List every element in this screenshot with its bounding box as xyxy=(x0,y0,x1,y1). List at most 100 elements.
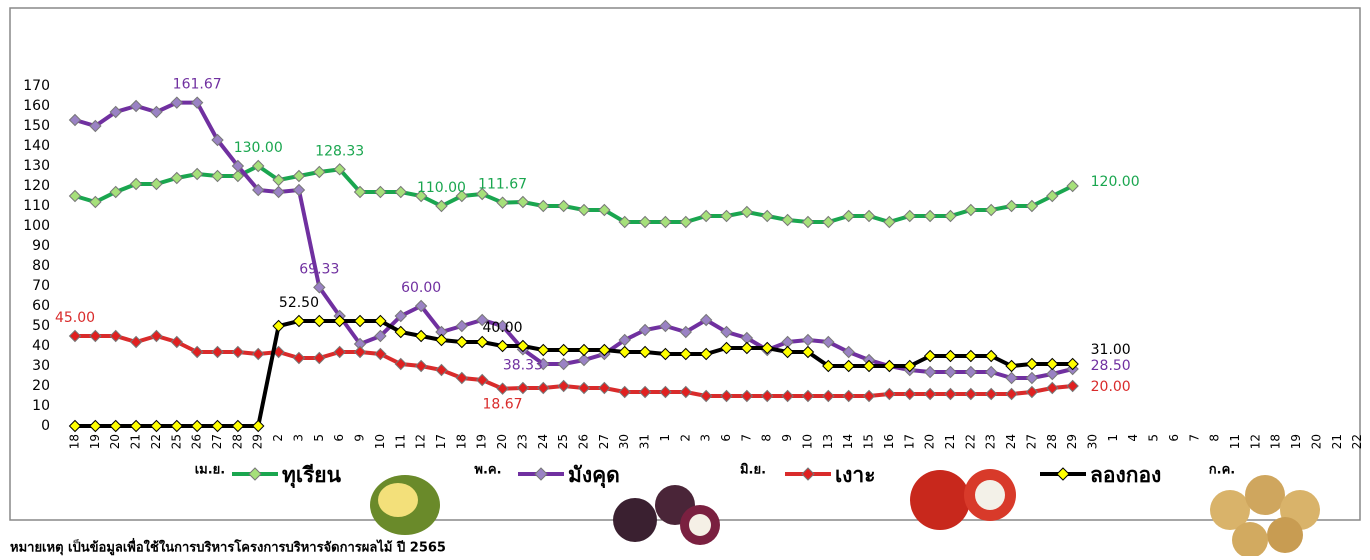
data-point xyxy=(984,203,998,217)
data-point xyxy=(923,209,937,223)
value-label: 120.00 xyxy=(1091,174,1140,190)
data-point xyxy=(883,359,896,373)
data-point xyxy=(292,314,306,328)
x-tick-label: 21 xyxy=(943,434,957,449)
data-point xyxy=(89,119,102,133)
data-point xyxy=(699,347,713,361)
data-point xyxy=(374,347,387,361)
data-point xyxy=(455,189,469,203)
x-tick-label: 22 xyxy=(963,434,977,449)
value-label: 31.00 xyxy=(1091,342,1131,358)
data-point xyxy=(1005,371,1018,385)
data-point xyxy=(537,343,550,357)
y-tick-label: 70 xyxy=(32,278,50,294)
data-point xyxy=(577,353,591,367)
x-tick-label: 5 xyxy=(1147,434,1161,442)
data-point xyxy=(292,351,306,365)
data-point xyxy=(801,333,815,347)
data-point xyxy=(68,329,82,343)
x-tick-label: 26 xyxy=(577,434,591,449)
x-tick-label: 1 xyxy=(1106,434,1120,442)
data-point xyxy=(496,382,509,395)
data-point xyxy=(190,96,204,109)
data-point xyxy=(150,177,163,191)
data-point xyxy=(984,349,998,363)
y-tick-label: 120 xyxy=(23,178,50,194)
x-tick-label: 19 xyxy=(1289,434,1303,449)
data-point xyxy=(170,335,184,349)
value-label: 69.33 xyxy=(299,261,339,277)
data-point xyxy=(272,319,285,333)
data-point xyxy=(903,209,916,223)
x-tick-label: 13 xyxy=(821,434,835,449)
y-tick-label: 50 xyxy=(32,318,50,334)
x-tick-label: 31 xyxy=(638,434,652,449)
data-point xyxy=(1025,385,1039,399)
y-tick-label: 20 xyxy=(32,378,50,394)
data-point xyxy=(313,351,326,365)
data-point xyxy=(557,199,570,213)
data-point xyxy=(537,381,550,395)
data-point xyxy=(516,339,530,353)
value-label: 38.33 xyxy=(503,357,543,373)
value-label: 20.00 xyxy=(1091,379,1131,395)
data-point xyxy=(170,419,184,433)
data-point xyxy=(496,196,509,209)
data-point xyxy=(374,185,387,199)
data-point xyxy=(1005,359,1018,373)
data-point xyxy=(699,209,713,223)
x-tick-label: 5 xyxy=(312,434,326,442)
data-point xyxy=(923,387,937,401)
value-label: 111.67 xyxy=(478,177,527,193)
data-point xyxy=(516,381,530,395)
data-point xyxy=(557,357,570,371)
data-point xyxy=(496,339,509,353)
x-tick-label: 27 xyxy=(597,434,611,449)
data-point xyxy=(129,335,143,349)
x-tick-label: 3 xyxy=(291,434,305,442)
rambutan-image xyxy=(910,469,1016,530)
y-tick-label: 100 xyxy=(23,218,50,234)
x-tick-label: 8 xyxy=(1208,434,1222,442)
value-label: 45.00 xyxy=(55,310,95,326)
data-point xyxy=(801,389,815,403)
x-tick-label: 28 xyxy=(230,434,244,449)
data-point xyxy=(761,389,774,403)
legend-label: ลองกอง xyxy=(1090,463,1161,487)
data-point xyxy=(822,389,835,403)
data-point xyxy=(129,177,143,191)
data-point xyxy=(231,159,245,173)
data-point xyxy=(577,343,591,357)
data-point xyxy=(211,345,224,359)
x-tick-label: 19 xyxy=(475,434,489,449)
value-label: 52.50 xyxy=(279,295,319,311)
x-tick-label: 7 xyxy=(739,434,753,442)
data-point xyxy=(414,359,428,373)
data-point xyxy=(252,347,265,361)
data-point xyxy=(435,333,448,347)
data-point xyxy=(557,379,570,393)
data-point xyxy=(109,329,122,343)
data-point xyxy=(781,345,794,359)
data-point xyxy=(109,105,122,119)
x-tick-label: 7 xyxy=(1187,434,1201,442)
data-point xyxy=(68,419,82,433)
x-tick-label: 3 xyxy=(699,434,713,442)
data-point xyxy=(984,387,998,401)
mangosteen-image xyxy=(613,485,720,545)
x-tick-label: 20 xyxy=(108,434,122,449)
x-tick-label: 17 xyxy=(902,434,916,449)
data-point xyxy=(699,389,713,403)
x-tick-label: 6 xyxy=(719,434,733,442)
legend-marker xyxy=(1056,467,1070,481)
data-point xyxy=(618,345,631,359)
legend-label: มังคุด xyxy=(568,463,620,489)
value-label: 161.67 xyxy=(173,77,222,93)
data-point xyxy=(68,113,82,127)
data-point xyxy=(292,169,306,183)
data-point xyxy=(720,341,733,355)
x-tick-label: 18 xyxy=(1269,434,1283,449)
x-tick-label: 14 xyxy=(841,434,855,449)
data-point xyxy=(252,159,265,173)
data-point xyxy=(150,329,163,343)
